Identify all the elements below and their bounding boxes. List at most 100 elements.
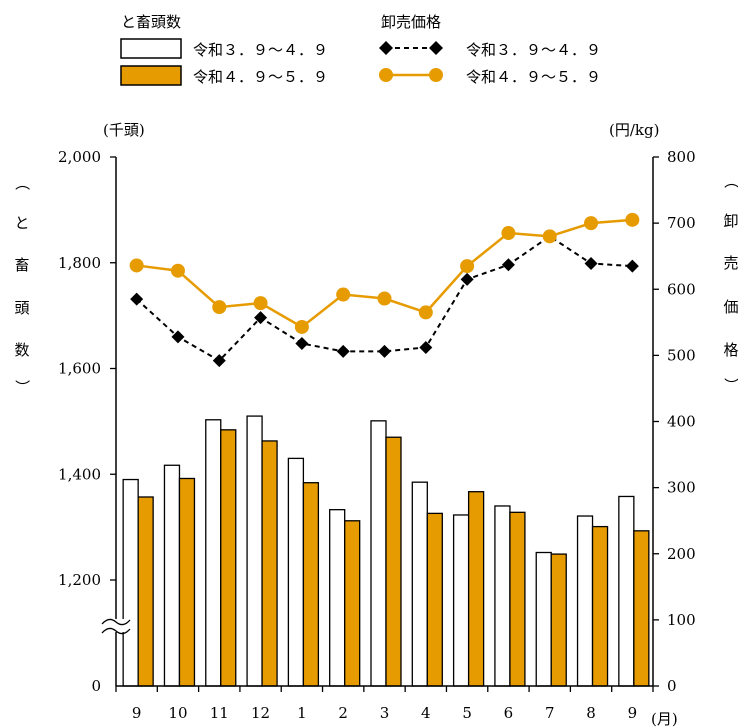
price-line-series2: [136, 218, 633, 329]
price-marker-series2-11: [212, 300, 227, 315]
legend-line-label-1: 令和３．９～４．９: [466, 41, 601, 59]
left-axis-title-char-4: 数: [14, 341, 29, 359]
x-tick-label-7: 4: [421, 704, 431, 722]
right-tick-label-400: 400: [667, 413, 696, 431]
axis-break-line-1: [101, 618, 131, 626]
bar-series1-4: [411, 481, 428, 687]
x-tick-label-4: 1: [297, 704, 307, 722]
bar-series1-3: [370, 420, 387, 687]
axis-break-line-2: [101, 627, 131, 635]
x-tick-label-6: 3: [380, 704, 390, 722]
price-marker-series2-10: [170, 263, 185, 278]
bar-series1-9: [618, 495, 635, 687]
bar-series1-8: [576, 515, 594, 687]
right-axis-title-char-3: 価: [723, 298, 738, 316]
legend-bars-title: と畜頭数: [121, 13, 181, 31]
x-tick-label-1: 10: [168, 704, 187, 722]
price-marker-series1-9: [130, 292, 144, 306]
left-axis-title-char-1: と: [14, 214, 29, 232]
price-marker-series1-9: [625, 259, 639, 273]
right-axis-title-char-2: 売: [723, 254, 738, 272]
price-marker-series1-1: [295, 336, 309, 350]
legend: と畜頭数 令和３．９～４．９ 令和４．９～５．９ 卸売価格 令和３．９～４．９ …: [120, 13, 601, 86]
left-axis-title-char-0: （: [13, 175, 31, 190]
legend-line-label-2: 令和４．９～５．９: [466, 68, 601, 86]
bar-series1-10: [163, 464, 181, 687]
bar-series2-10: [178, 477, 196, 687]
tick-labels: 0 1,200 1,400 1,600 1,800 2,000 0 100 200 300 400 5…: [58, 148, 696, 722]
right-axis-title-char-1: 卸: [723, 212, 738, 230]
price-marker-series2-1: [294, 319, 309, 334]
right-tick-label-700: 700: [667, 214, 696, 232]
price-marker-series2-4: [418, 305, 433, 320]
bar-series1-7: [535, 551, 552, 687]
axis-break: [101, 618, 131, 635]
right-axis-unit: (円/kg): [609, 121, 659, 139]
x-tick-label-0: 9: [132, 704, 142, 722]
left-tick-label-0: 0: [91, 677, 101, 695]
legend-bar-label-2: 令和４．９～５．９: [193, 68, 328, 86]
bar-series1-6: [494, 505, 511, 687]
bar-series2-9: [633, 530, 650, 687]
x-tick-label-3: 12: [251, 704, 270, 722]
price-marker-series2-6: [501, 226, 516, 241]
price-marker-series1-12: [254, 311, 268, 325]
bar-series2-8: [591, 525, 609, 687]
x-tick-label-2: 11: [210, 704, 229, 722]
left-axis-title-char-3: 頭: [14, 299, 29, 317]
left-axis-unit: (千頭): [103, 121, 145, 139]
right-tick-label-800: 800: [667, 148, 696, 166]
x-axis-unit: (月): [651, 710, 678, 728]
bar-series1-1: [287, 457, 305, 687]
price-marker-series2-9: [625, 212, 640, 227]
right-axis-title-char-4: 格: [723, 341, 738, 359]
price-marker-series2-5: [460, 259, 475, 274]
left-axis-title: （ と畜頭数 ）: [13, 175, 31, 394]
legend-bar-swatch-1: [120, 38, 182, 59]
left-tick-label-1,200: 1,200: [58, 571, 101, 589]
legend-bar-swatch-2: [120, 65, 182, 86]
bar-series1-11: [205, 419, 222, 687]
right-tick-label-500: 500: [667, 346, 696, 364]
right-axis-title-char-0: （: [722, 173, 738, 188]
price-marker-series1-11: [212, 354, 226, 368]
bar-series1-9: [122, 478, 139, 687]
x-tick-label-11: 8: [586, 704, 596, 722]
bar-series1-12: [246, 415, 263, 687]
bar-series2-4: [426, 512, 443, 687]
price-marker-series1-4: [419, 340, 433, 354]
bars: [122, 415, 650, 687]
left-tick-label-2,000: 2,000: [58, 148, 101, 166]
left-axis-title-char-2: 畜: [14, 256, 29, 274]
bar-series1-5: [452, 514, 470, 687]
legend-bar-label-1: 令和３．９～４．９: [193, 41, 328, 59]
bar-series2-5: [467, 491, 485, 687]
right-tick-label-0: 0: [667, 677, 677, 695]
price-marker-series1-5: [460, 272, 474, 286]
left-tick-label-1,600: 1,600: [58, 360, 101, 378]
price-marker-series2-12: [253, 296, 268, 311]
x-tick-label-10: 7: [545, 704, 555, 722]
right-tick-label-100: 100: [667, 611, 696, 629]
price-marker-series1-10: [171, 330, 185, 344]
price-marker-series2-3: [377, 291, 392, 306]
bar-series2-9: [137, 496, 154, 687]
x-tick-label-9: 6: [504, 704, 514, 722]
bar-series2-7: [550, 553, 567, 687]
price-marker-series2-9: [129, 258, 144, 273]
price-marker-series2-2: [336, 287, 351, 302]
bar-series2-6: [509, 511, 526, 687]
bar-series2-3: [385, 436, 402, 687]
price-marker-series1-3: [378, 344, 391, 358]
bar-series1-2: [329, 509, 346, 687]
price-marker-series2-7: [542, 229, 557, 244]
x-tick-label-12: 9: [628, 704, 638, 722]
bar-series2-12: [261, 440, 278, 687]
bar-series2-2: [344, 520, 361, 687]
lines: [129, 212, 640, 368]
x-tick-label-8: 5: [462, 704, 472, 722]
left-tick-label-1,400: 1,400: [58, 465, 101, 483]
right-tick-label-300: 300: [667, 479, 696, 497]
left-tick-label-1,800: 1,800: [58, 254, 101, 272]
